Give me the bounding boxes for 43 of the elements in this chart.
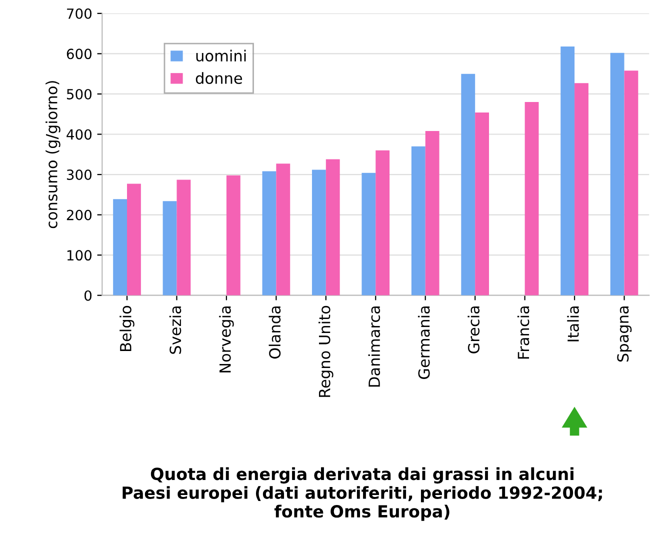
- y-tick-label: 200: [66, 210, 92, 220]
- y-tick-label: 0: [84, 290, 92, 301]
- x-tick-label: Spagna: [617, 306, 632, 362]
- y-tick-label: 500: [66, 88, 92, 100]
- bar: [574, 83, 588, 296]
- x-tick-label: Germania: [418, 306, 430, 379]
- x-tick-label: Svezia: [169, 306, 182, 354]
- y-axis-title: consumo (g/giorno): [46, 81, 60, 228]
- bar: [624, 70, 638, 296]
- y-tick-label: 400: [66, 129, 92, 140]
- bar: [411, 146, 426, 296]
- bar: [312, 170, 326, 296]
- y-tick-label: 700: [67, 8, 92, 19]
- bar: [276, 164, 290, 296]
- bar: [326, 159, 340, 296]
- bar: [113, 199, 128, 296]
- bar: [610, 52, 624, 296]
- x-tick-label: Grecia: [468, 306, 480, 354]
- bar: [176, 180, 191, 296]
- bar: [461, 74, 476, 296]
- bar: [127, 184, 141, 296]
- x-tick-label: Danimarca: [368, 306, 380, 387]
- bar: [162, 201, 177, 296]
- x-tick-label: Regno Unito: [318, 306, 334, 397]
- bar: [560, 46, 575, 296]
- x-tick-label: Francia: [517, 306, 530, 359]
- y-tick-label: 600: [66, 48, 92, 60]
- x-tick-label: Olanda: [268, 306, 281, 359]
- y-tick-label: 300: [66, 169, 92, 180]
- bar: [226, 175, 240, 296]
- legend-label: uomini: [196, 50, 246, 62]
- x-tick-label: Norvegia: [219, 306, 234, 372]
- bar: [262, 171, 276, 296]
- bar: [362, 172, 376, 296]
- x-tick-label: Belgio: [120, 306, 134, 351]
- x-tick-label: Italia: [567, 306, 579, 342]
- bar: [475, 112, 489, 296]
- y-tick-label: 100: [67, 250, 92, 261]
- bar: [376, 150, 390, 296]
- legend-label: donne: [196, 72, 242, 84]
- text: Quota di energia derivata dai grassi in alcuni Paesi europei (dati autoriferiti, periodo 1992-2004; fonte Oms Europa): [122, 467, 602, 521]
- bar: [524, 102, 539, 296]
- bar: [425, 131, 440, 296]
